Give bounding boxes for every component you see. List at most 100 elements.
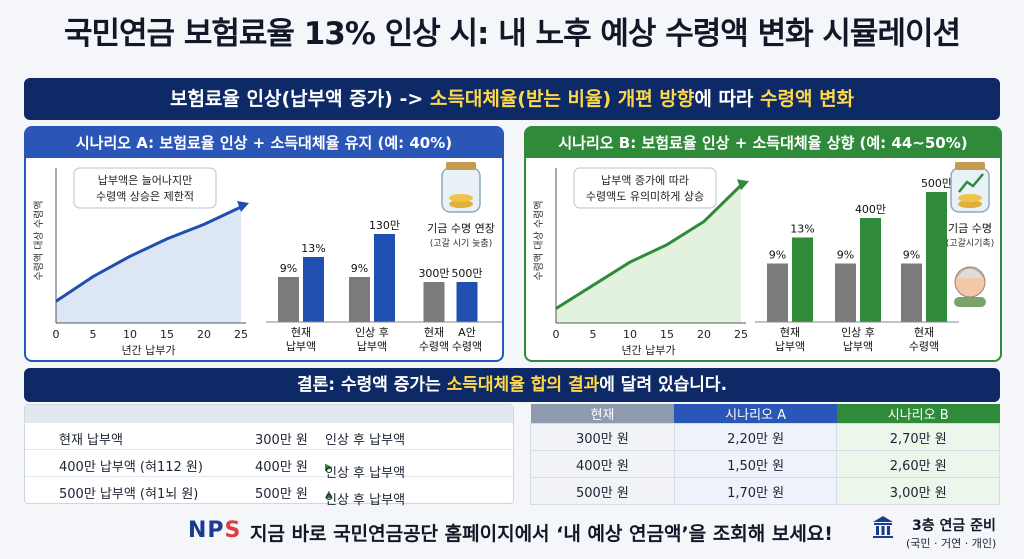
table-row: 500만 납부액 (혀1뇌 원) 500만 원 ▲ 인상 후 납부액: [25, 477, 513, 508]
scenario-a-header: 시나리오 A: 보험료율 인상 + 소득대체율 유지 (예: 40%): [26, 128, 502, 158]
bar-category-label: 수령액: [909, 340, 939, 353]
row-amount: 500만 원: [255, 487, 308, 502]
table-row: 400만 원 1,50만 원 2,60만 원: [530, 450, 1000, 478]
nps-logo-np: NP: [188, 518, 225, 543]
scenario-a-panel: 시나리오 A: 보험료율 인상 + 소득대체율 유지 (예: 40%) 0 5 10…: [24, 126, 504, 362]
bar-value-label: 9%: [280, 262, 297, 275]
bar-category-label: 납부액: [286, 340, 316, 353]
row-label: 400만 납부액 (혀112 원): [59, 460, 203, 475]
bar-value-label: 500만: [451, 267, 482, 280]
bar-value-label: 300만: [418, 267, 449, 280]
x-tick-label: 5: [90, 328, 97, 341]
pension-pillar-title: 3층 연금 준비: [912, 518, 996, 534]
arrow-up-icon: ▲: [325, 489, 333, 500]
row-note: 인상 후 납부액: [325, 466, 406, 481]
line-series: [555, 184, 743, 310]
bar-category-label: 현재: [291, 326, 311, 339]
bar-category-label: 인상 후: [355, 326, 389, 339]
table-row: 500만 원 1,70만 원 3,00만 원: [530, 477, 1000, 505]
bar: [349, 277, 370, 322]
table-row: 현재 납부액 300만 원 인상 후 납부액: [25, 423, 513, 450]
pension-pillar-subtitle: (국민 · 거연 · 개인): [906, 537, 997, 550]
y-axis-label: 수령액 대상 수령액: [533, 201, 545, 281]
row-label: 현재 납부액: [59, 433, 123, 448]
x-tick-label: 25: [234, 328, 248, 341]
bar-value-label: 9%: [837, 249, 854, 262]
x-tick-label: 0: [53, 328, 60, 341]
bar: [767, 263, 788, 322]
bar: [860, 218, 881, 322]
callout-box: [73, 167, 217, 209]
row-amount: 400만 원: [255, 460, 308, 475]
avatar-hair-icon: [955, 267, 985, 279]
coin-icon: [449, 194, 473, 202]
bar-value-label: 500만: [921, 177, 952, 190]
x-axis-label: 년간 납부가: [121, 344, 175, 357]
cell-current: 400만 원: [530, 450, 675, 478]
bar: [792, 237, 813, 322]
x-tick-label: 20: [697, 328, 711, 341]
banner-highlight-1: 소득대체율(받는 비율) 개편 방향: [429, 88, 695, 110]
jar-sublabel: (고갈 시기 늦춤): [430, 238, 492, 249]
coin-icon: [449, 200, 473, 208]
bar-value-label: 400만: [855, 203, 886, 216]
x-axis-label: 년간 납부가: [621, 344, 675, 357]
line-area-fill: [56, 207, 241, 323]
bar-category-label: 수령액: [452, 340, 482, 353]
callout-line-1: 납부액은 늘어나지만: [98, 174, 193, 187]
cell-current: 300만 원: [530, 423, 675, 451]
row-note: 인상 후 납부액: [325, 493, 406, 508]
x-tick-label: 0: [553, 328, 560, 341]
payment-comparison-table: 현재 납부액 300만 원 인상 후 납부액 400만 납부액 (혀112 원)…: [24, 404, 514, 508]
banner-text-2: 에 따라: [694, 88, 761, 110]
x-tick-label: 15: [660, 328, 674, 341]
row-amount: 300만 원: [255, 433, 308, 448]
bar-category-label: 납부액: [775, 340, 805, 353]
jar-lid-icon: [955, 162, 985, 170]
scenario-b-chart: 0 5 10 15 20 25 년간 납부가 수령액 대상 수령액 납부액 증가에 따라수령액도…: [533, 162, 994, 357]
cell-scenario-b: 2,60만 원: [836, 450, 1000, 478]
row-note: 인상 후 납부액: [325, 433, 406, 448]
avatar-body-icon: [954, 297, 986, 307]
nps-logo[interactable]: NPS: [188, 518, 241, 543]
cell-current: 500만 원: [530, 477, 675, 505]
bar-category-label: 납부액: [357, 340, 387, 353]
x-tick-label: 15: [160, 328, 174, 341]
bar-category-label: 현재: [780, 326, 800, 339]
x-tick-label: 20: [197, 328, 211, 341]
jar-label: 기금 수명 연장: [427, 222, 495, 235]
bar: [374, 234, 395, 322]
bar-category-label: 현재: [424, 326, 444, 339]
cell-scenario-a: 2,20만 원: [673, 423, 838, 451]
bar-value-label: 9%: [903, 249, 920, 262]
col-header-scenario-b: 시나리오 B: [836, 404, 1000, 424]
arrow-right-icon: ▶: [325, 462, 333, 473]
footer: NPS 지금 바로 국민연금공단 홈페이지에서 ‘내 예상 연금액’을 조회해 …: [0, 512, 1024, 559]
cell-scenario-a: 1,70만 원: [673, 477, 838, 505]
bar-value-label: 13%: [790, 223, 814, 236]
scenario-b-panel: 시나리오 B: 보험료율 인상 + 소득대체율 상향 (예: 44~50%) 0…: [524, 126, 1002, 362]
arrow-head-icon: [737, 179, 749, 191]
nps-logo-s: S: [224, 518, 242, 543]
table-row: 400만 납부액 (혀112 원) 400만 원 ▶ 인상 후 납부액: [25, 450, 513, 481]
scenario-a-chart: 0 5 10 15 20 25 년간 납부가 수령액 대상 수령액 납부액은 늘어나지만수령액 …: [33, 162, 502, 357]
y-axis-label: 수령액 대상 수령액: [33, 201, 45, 281]
cell-scenario-a: 1,50만 원: [673, 450, 838, 478]
callout-line-2: 수령액 상승은 제한적: [96, 190, 194, 203]
callout-box: [573, 167, 717, 209]
conclusion-highlight: 소득대체율 합의 결과: [446, 375, 600, 395]
x-tick-label: 10: [623, 328, 637, 341]
page-title: 국민연금 보험료율 13% 인상 시: 내 노후 예상 수령액 변화 시뮬레이션: [63, 16, 961, 52]
jar-sublabel: (고갈시기촉): [946, 238, 994, 249]
line-series: [55, 205, 242, 303]
bar: [303, 257, 324, 322]
coin-icon: [958, 194, 982, 202]
bar-value-label: 9%: [769, 249, 786, 262]
bar-value-label: 9%: [351, 262, 368, 275]
x-tick-label: 25: [734, 328, 748, 341]
scenario-b-header: 시나리오 B: 보험료율 인상 + 소득대체율 상향 (예: 44~50%): [526, 128, 1000, 158]
coin-icon: [958, 200, 982, 208]
bar-category-label: 현재: [914, 326, 934, 339]
bar-category-label: A안: [458, 326, 476, 339]
bar: [901, 263, 922, 322]
